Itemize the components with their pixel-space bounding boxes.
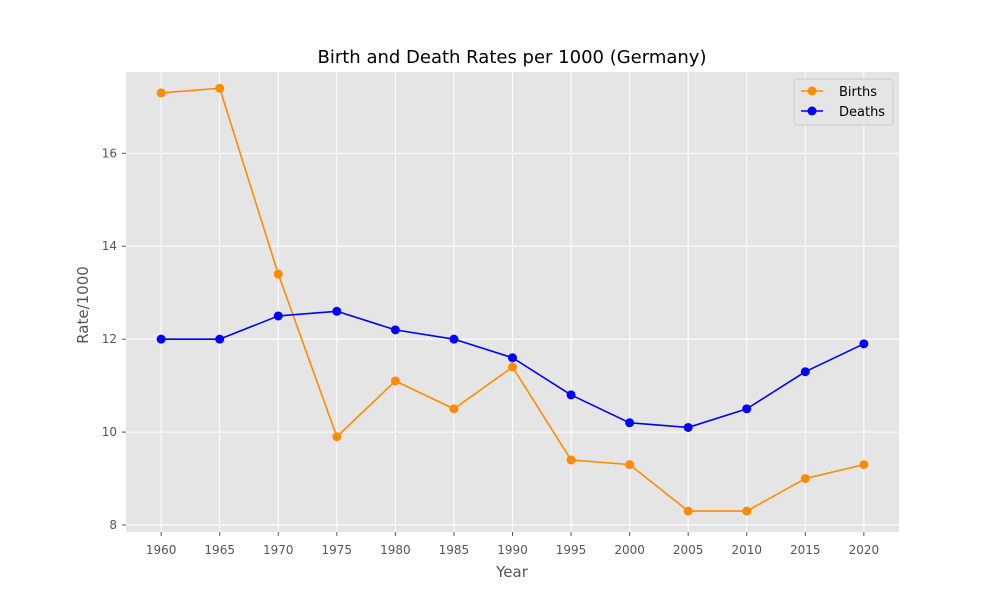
data-point-deaths: [449, 334, 459, 344]
data-point-births: [390, 376, 400, 386]
tick-layer: 1960 1965 1970 1975 1980 1985 1990 1995 2000 2005…: [102, 146, 879, 557]
data-point-deaths: [566, 390, 576, 400]
x-tick-label: 2010: [731, 543, 762, 557]
data-point-deaths: [625, 418, 635, 428]
x-tick-label: 1980: [380, 543, 411, 557]
chart-title: Birth and Death Rates per 1000 (Germany): [318, 47, 707, 68]
data-point-deaths: [742, 404, 752, 414]
data-point-deaths: [332, 306, 342, 316]
data-point-births: [273, 269, 283, 279]
x-tick-label: 2000: [614, 543, 645, 557]
data-point-births: [742, 506, 752, 516]
y-tick-label: 16: [102, 146, 117, 160]
legend-marker-births: [807, 86, 817, 96]
data-point-deaths: [156, 334, 166, 344]
x-tick-label: 2015: [790, 543, 821, 557]
x-tick-label: 1965: [204, 543, 235, 557]
data-point-deaths: [859, 339, 869, 349]
x-tick-label: 1970: [263, 543, 294, 557]
y-tick-label: 10: [102, 425, 117, 439]
data-point-births: [332, 432, 342, 442]
legend: Births Deaths: [793, 78, 894, 126]
legend-entry-deaths: Deaths: [801, 105, 885, 120]
data-point-births: [625, 460, 635, 470]
series-layer: [156, 83, 869, 516]
data-point-births: [508, 362, 517, 372]
data-point-births: [683, 506, 693, 516]
data-point-deaths: [800, 367, 810, 377]
data-point-births: [156, 88, 166, 98]
x-tick-label: 1960: [146, 543, 177, 557]
data-point-deaths: [215, 334, 225, 344]
grid-layer: [126, 72, 899, 532]
x-axis-label: Year: [495, 563, 529, 581]
data-point-deaths: [683, 422, 693, 432]
x-tick-label: 1975: [322, 543, 353, 557]
legend-marker-deaths: [807, 106, 817, 116]
y-tick-label: 8: [109, 518, 117, 532]
data-point-deaths: [508, 353, 517, 363]
data-point-deaths: [273, 311, 283, 321]
data-point-deaths: [390, 325, 400, 335]
x-tick-label: 1985: [439, 543, 470, 557]
legend-label-deaths: Deaths: [839, 105, 885, 120]
legend-label-births: Births: [839, 85, 877, 100]
x-tick-label: 1990: [497, 543, 528, 557]
y-tick-label: 12: [102, 332, 117, 346]
data-point-births: [449, 404, 459, 414]
y-tick-label: 14: [102, 239, 117, 253]
data-point-births: [859, 460, 869, 470]
x-tick-label: 2020: [849, 543, 880, 557]
data-point-births: [215, 83, 225, 93]
x-tick-label: 1995: [556, 543, 587, 557]
y-axis-label: Rate/1000: [74, 266, 92, 344]
data-point-births: [566, 455, 576, 465]
data-point-births: [800, 474, 810, 484]
x-tick-label: 2005: [673, 543, 704, 557]
legend-entry-births: Births: [801, 85, 877, 100]
